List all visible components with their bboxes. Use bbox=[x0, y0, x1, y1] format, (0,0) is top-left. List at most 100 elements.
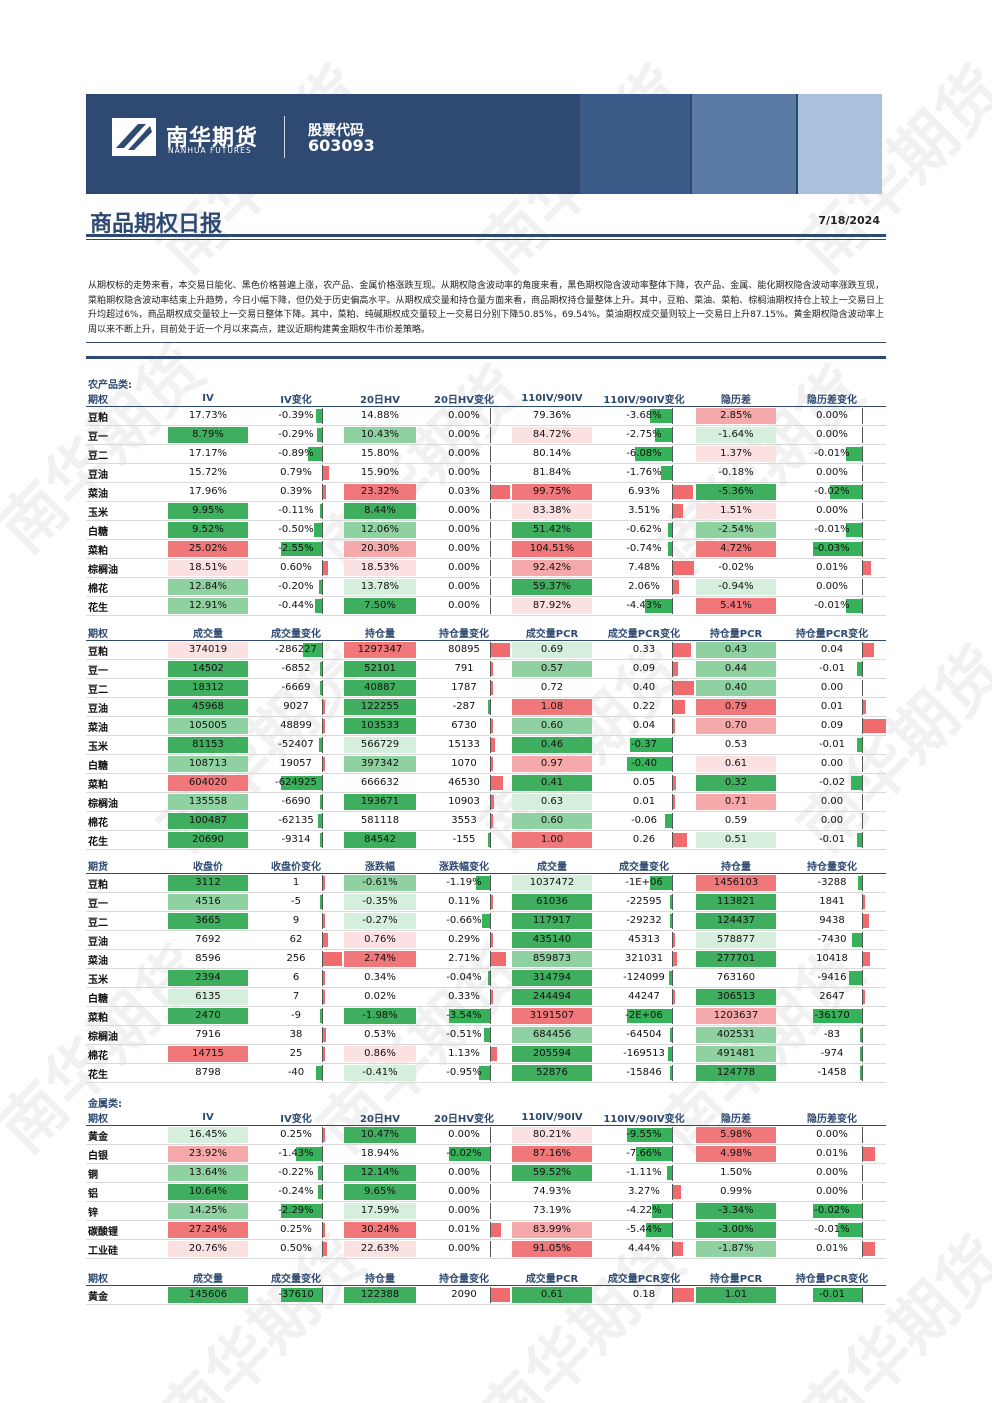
bar-cell: 1.13% bbox=[418, 1044, 510, 1064]
heat-cell: -5.36% bbox=[694, 482, 778, 502]
table-header-row: 期权 成交量 成交量变化 持仓量 持仓量变化 成交量PCR 成交量PCR变化 持仓量PCR 持仓… bbox=[86, 625, 886, 641]
bar-cell: 9438 bbox=[778, 911, 886, 931]
bar-cell: 80895 bbox=[418, 640, 510, 660]
column-header: 期权 bbox=[86, 1270, 166, 1286]
bar-cell: -1.43% bbox=[250, 1144, 342, 1164]
heat-cell: 83.99% bbox=[510, 1220, 594, 1240]
bar-cell: -0.02% bbox=[418, 1144, 510, 1164]
bar-axis bbox=[862, 1146, 863, 1162]
heat-value: 73.19% bbox=[532, 1205, 572, 1216]
bar-value: 0.50% bbox=[280, 1243, 312, 1254]
negative-bar bbox=[488, 700, 490, 714]
bar-axis bbox=[672, 832, 673, 848]
column-header: 成交量PCR bbox=[510, 1270, 594, 1286]
column-header: 持仓量变化 bbox=[418, 625, 510, 641]
bar-axis bbox=[490, 813, 491, 829]
negative-bar bbox=[845, 447, 862, 461]
bar-cell: 45313 bbox=[594, 930, 694, 950]
column-header: 隐历差 bbox=[694, 1110, 778, 1126]
bar-cell: -0.01 bbox=[778, 1285, 886, 1305]
bar-cell: -64504 bbox=[594, 1025, 694, 1045]
bar-axis bbox=[490, 1203, 491, 1219]
bar-axis bbox=[322, 484, 323, 500]
positive-bar bbox=[323, 757, 325, 771]
table-header-row: 期货 收盘价 收盘价变化 涨跌幅 涨跌幅变化 成交量 成交量变化 持仓量 持仓量变化 bbox=[86, 858, 886, 874]
bar-cell: -974 bbox=[778, 1044, 886, 1064]
heat-cell: 12.84% bbox=[166, 577, 250, 597]
heat-cell: 91.05% bbox=[510, 1239, 594, 1259]
bar-cell: 0.01% bbox=[778, 1239, 886, 1259]
bar-cell: 0.04 bbox=[594, 716, 694, 736]
bar-cell: -29232 bbox=[594, 911, 694, 931]
negative-bar bbox=[448, 1147, 490, 1161]
heat-value: 12.84% bbox=[168, 579, 248, 595]
heat-cell: 0.71 bbox=[694, 792, 778, 812]
heat-cell: 5.98% bbox=[694, 1125, 778, 1145]
bar-value: -0.74% bbox=[626, 543, 662, 554]
bar-cell: 0.00 bbox=[778, 792, 886, 812]
bar-axis bbox=[672, 642, 673, 658]
table-header-row: 期权 成交量 成交量变化 持仓量 持仓量变化 成交量PCR 成交量PCR变化 持仓量PCR 持仓… bbox=[86, 1270, 886, 1286]
bar-axis bbox=[672, 932, 673, 948]
heat-cell: 244494 bbox=[510, 987, 594, 1007]
bar-axis bbox=[322, 832, 323, 848]
report-title: 商品期权日报 bbox=[90, 212, 223, 237]
row-label: 白糖 bbox=[86, 520, 166, 540]
column-header: IV bbox=[166, 1110, 250, 1126]
negative-bar bbox=[320, 662, 322, 676]
bar-value: 791 bbox=[454, 663, 474, 674]
bar-value: 2647 bbox=[819, 991, 845, 1002]
bar-value: 46530 bbox=[448, 777, 480, 788]
bar-axis bbox=[322, 932, 323, 948]
positive-bar bbox=[673, 1185, 681, 1199]
table-row: 菜粕 604020 -624925 666632 46530 0.41 0.05 0.32 -0… bbox=[86, 773, 886, 793]
bar-value: -0.01 bbox=[819, 1289, 845, 1300]
bar-value: 0.00% bbox=[816, 410, 848, 421]
heat-value: 0.51 bbox=[696, 832, 776, 848]
heat-cell: 2470 bbox=[166, 1006, 250, 1026]
heat-value: -1.64% bbox=[696, 427, 776, 443]
row-label: 豆二 bbox=[86, 678, 166, 698]
negative-bar bbox=[280, 1204, 322, 1218]
row-label: 棉花 bbox=[86, 1044, 166, 1064]
heat-cell: 145606 bbox=[166, 1285, 250, 1305]
row-label: 黄金 bbox=[86, 1285, 166, 1305]
bar-axis bbox=[322, 427, 323, 443]
bar-cell: -2.75% bbox=[594, 425, 694, 445]
bar-value: -0.39% bbox=[278, 410, 314, 421]
bar-cell: 0.22 bbox=[594, 697, 694, 717]
bar-cell: 1 bbox=[250, 873, 342, 893]
table-row: 豆粕 17.73% -0.39% 14.88% 0.00% 79.36% -3.68% 2.8… bbox=[86, 406, 886, 426]
bar-axis bbox=[490, 1184, 491, 1200]
bar-axis bbox=[322, 756, 323, 772]
table-row: 碳酸锂 27.24% 0.25% 30.24% 0.01% 83.99% -5.44% -3.… bbox=[86, 1220, 886, 1240]
column-header: 持仓量PCR bbox=[694, 625, 778, 641]
heat-cell: 23.92% bbox=[166, 1144, 250, 1164]
heat-cell: 8.44% bbox=[342, 501, 418, 521]
bar-cell: 0.11% bbox=[418, 892, 510, 912]
heat-value: 684456 bbox=[512, 1027, 592, 1043]
positive-bar bbox=[491, 952, 507, 966]
bar-value: 0.00 bbox=[820, 815, 844, 826]
bar-axis bbox=[672, 813, 673, 829]
bar-value: 0.79% bbox=[280, 467, 312, 478]
bar-cell: 38 bbox=[250, 1025, 342, 1045]
column-header: 成交量变化 bbox=[594, 858, 694, 874]
row-label: 玉米 bbox=[86, 501, 166, 521]
bar-cell: 2647 bbox=[778, 987, 886, 1007]
bar-value: 15133 bbox=[448, 739, 480, 750]
heat-cell: 18312 bbox=[166, 678, 250, 698]
heat-value: 8.44% bbox=[344, 503, 416, 519]
bar-axis bbox=[490, 427, 491, 443]
bar-value: 0.01% bbox=[816, 1148, 848, 1159]
bar-cell: 1787 bbox=[418, 678, 510, 698]
heat-cell: 4.72% bbox=[694, 539, 778, 559]
negative-bar bbox=[860, 1028, 862, 1042]
heat-value: 1297347 bbox=[344, 642, 416, 658]
bar-value: -0.01% bbox=[814, 448, 850, 459]
bar-value: -6669 bbox=[281, 682, 311, 693]
bar-value: 0.00% bbox=[816, 1186, 848, 1197]
bar-cell: 2.06% bbox=[594, 577, 694, 597]
heat-cell: 18.94% bbox=[342, 1144, 418, 1164]
heat-value: 22.63% bbox=[344, 1241, 416, 1257]
